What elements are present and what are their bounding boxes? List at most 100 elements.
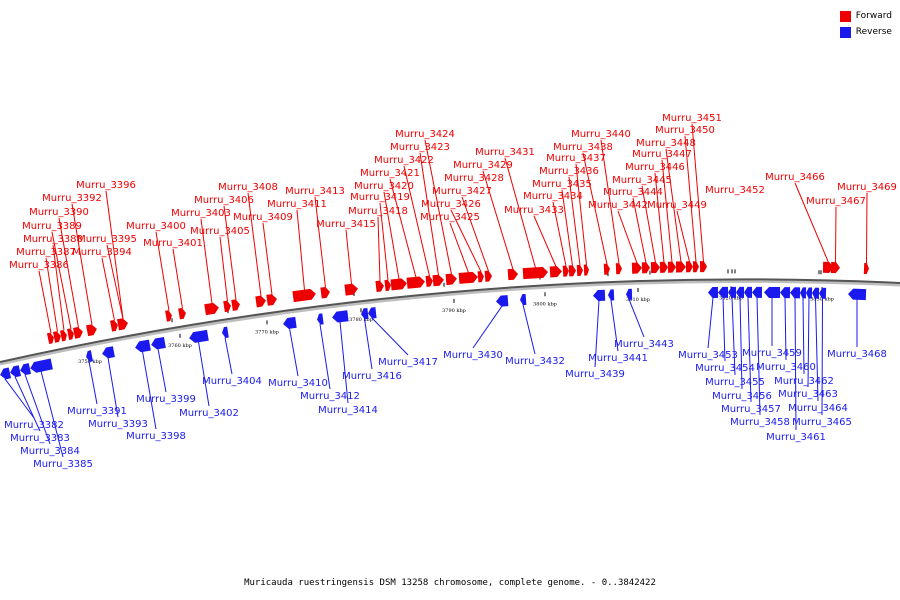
leader-line bbox=[684, 135, 697, 262]
gene-murru-3393 bbox=[102, 346, 115, 359]
gene-murru-3382-shape bbox=[0, 367, 12, 380]
gene-murru-3437 bbox=[583, 264, 589, 276]
gene-murru-3410 bbox=[283, 316, 297, 329]
leader-line bbox=[314, 196, 326, 288]
tick-label: 3780 kbp bbox=[349, 317, 373, 323]
leader-line bbox=[835, 206, 837, 263]
gene-label-murru-3449: Murru_3449 bbox=[647, 200, 707, 211]
gene-murru-3396-shape bbox=[117, 318, 128, 331]
gene-murru-3411-shape bbox=[292, 288, 316, 303]
leader-line bbox=[561, 189, 573, 266]
gene-murru-3398-shape bbox=[135, 339, 151, 353]
gene-murru-3468 bbox=[848, 288, 867, 301]
gene-murru-3392-shape bbox=[86, 324, 97, 337]
gene-murru-3456 bbox=[736, 286, 745, 298]
leader-line bbox=[747, 297, 752, 403]
gene-murru-3448 bbox=[675, 261, 686, 273]
gene-murru-3390 bbox=[73, 326, 83, 339]
leader-line bbox=[142, 351, 157, 430]
gene-murru-3423 bbox=[432, 274, 444, 287]
gene-murru-3408 bbox=[255, 295, 266, 308]
gene-murru-3443 bbox=[626, 288, 633, 300]
gene-label-murru-3429: Murru_3429 bbox=[453, 160, 513, 171]
gene-label-murru-3383: Murru_3383 bbox=[10, 433, 70, 444]
gene-murru-3447 bbox=[667, 261, 676, 273]
gene-label-murru-3424: Murru_3424 bbox=[395, 129, 455, 140]
gene-murru-3401 bbox=[178, 307, 186, 320]
gene-label-murru-3428: Murru_3428 bbox=[444, 173, 504, 184]
forward-swatch bbox=[839, 10, 851, 22]
gene-murru-3409 bbox=[266, 294, 277, 306]
gene-label-murru-3401: Murru_3401 bbox=[143, 238, 203, 249]
leader-line bbox=[403, 165, 430, 277]
gene-label-murru-3467: Murru_3467 bbox=[806, 196, 866, 207]
leader-line bbox=[38, 270, 52, 334]
gene-murru-3436 bbox=[576, 264, 583, 277]
gene-label-murru-3395: Murru_3395 bbox=[77, 234, 137, 245]
gene-murru-3399-shape bbox=[151, 336, 166, 350]
leader-line bbox=[52, 244, 65, 331]
leader-line bbox=[377, 216, 381, 282]
gene-murru-3416-shape bbox=[361, 307, 369, 320]
gene-label-murru-3458: Murru_3458 bbox=[730, 417, 790, 428]
tick-label: 3800 kbp bbox=[533, 301, 557, 307]
gene-murru-3426-shape bbox=[477, 271, 484, 283]
gene-murru-3417 bbox=[368, 307, 377, 319]
gene-label-murru-3419: Murru_3419 bbox=[350, 192, 410, 203]
gene-murru-3405-shape bbox=[223, 300, 231, 313]
leader-line bbox=[198, 341, 210, 407]
gene-murru-3425 bbox=[458, 271, 478, 284]
gene-murru-3386-shape bbox=[46, 332, 54, 345]
leader-line bbox=[106, 244, 124, 320]
gene-murru-3420 bbox=[390, 278, 407, 291]
gene-label-murru-3390: Murru_3390 bbox=[29, 207, 89, 218]
gene-murru-3469-shape bbox=[863, 263, 869, 275]
gene-murru-3404-shape bbox=[222, 326, 229, 339]
gene-murru-3439 bbox=[593, 289, 606, 302]
leader-line bbox=[582, 152, 608, 265]
gene-label-murru-3457: Murru_3457 bbox=[721, 404, 781, 415]
leader-line bbox=[665, 148, 682, 263]
gene-label-murru-3400: Murru_3400 bbox=[126, 221, 186, 232]
gene-murru-3420-shape bbox=[390, 278, 407, 291]
gene-murru-3459-shape bbox=[764, 286, 781, 299]
leader-line bbox=[45, 257, 58, 332]
leader-line bbox=[617, 210, 638, 264]
gene-label-murru-3423: Murru_3423 bbox=[390, 142, 450, 153]
gene-murru-3403-shape bbox=[204, 302, 219, 316]
leader-line bbox=[224, 337, 233, 375]
gene-murru-3417-shape bbox=[368, 307, 377, 319]
gene-murru-3457 bbox=[744, 286, 753, 298]
gene-label-murru-3420: Murru_3420 bbox=[354, 181, 414, 192]
leader-line bbox=[533, 215, 557, 267]
gene-label-murru-3452: Murru_3452 bbox=[705, 185, 765, 196]
gene-label-murru-3394: Murru_3394 bbox=[72, 247, 132, 258]
legend: Forward Reverse bbox=[839, 8, 892, 40]
gene-murru-3430 bbox=[496, 295, 509, 307]
gene-label-murru-3384: Murru_3384 bbox=[20, 446, 80, 457]
leader-line bbox=[866, 192, 868, 264]
gene-label-murru-3435: Murru_3435 bbox=[532, 179, 592, 190]
leader-line bbox=[552, 201, 567, 267]
leader-line bbox=[654, 172, 665, 263]
legend-forward: Forward bbox=[839, 8, 892, 24]
gene-murru-3461 bbox=[790, 287, 801, 299]
genome-caption: Muricauda ruestringensis DSM 13258 chrom… bbox=[244, 578, 656, 588]
gene-murru-3465 bbox=[819, 287, 827, 299]
gene-label-murru-3434: Murru_3434 bbox=[523, 191, 583, 202]
gene-label-murru-3410: Murru_3410 bbox=[268, 378, 328, 389]
leader-line bbox=[389, 178, 417, 278]
gene-murru-3438 bbox=[603, 263, 610, 275]
gene-murru-3387-shape bbox=[52, 331, 61, 343]
gene-label-murru-3391: Murru_3391 bbox=[67, 406, 127, 417]
tick-label: 3790 kbp bbox=[442, 308, 466, 314]
gene-murru-3453-shape bbox=[708, 286, 719, 299]
leader-line bbox=[262, 222, 273, 295]
gene-murru-3424 bbox=[445, 273, 457, 286]
leader-line bbox=[641, 185, 656, 263]
gene-murru-3436-shape bbox=[576, 264, 583, 277]
leader-line bbox=[676, 210, 690, 262]
gene-murru-3440 bbox=[615, 263, 622, 275]
gene-murru-3419 bbox=[384, 279, 391, 292]
